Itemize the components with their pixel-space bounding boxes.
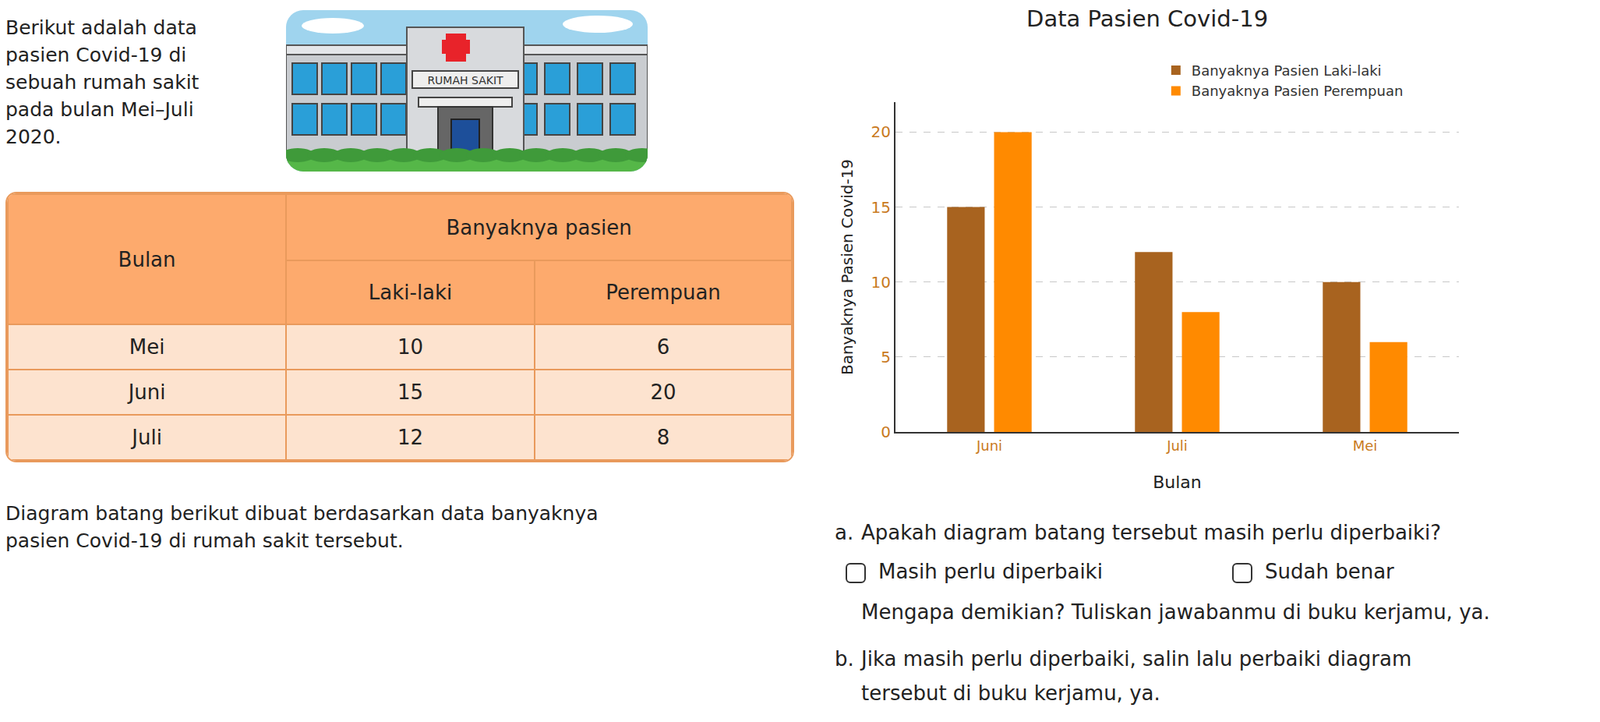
html-text:2020.: 2020. — [5, 125, 62, 149]
svg-text:15: 15 — [871, 197, 891, 217]
svg-text:0: 0 — [880, 422, 891, 442]
svg-text:Banyaknya Pasien Laki-laki: Banyaknya Pasien Laki-laki — [1191, 62, 1382, 79]
html-text:10: 10 — [397, 335, 424, 359]
html-text:tersebut di buku kerjamu, ya.: tersebut di buku kerjamu, ya. — [861, 681, 1161, 705]
html-text:Juli: Juli — [131, 425, 163, 449]
svg-text:Juni: Juni — [975, 437, 1003, 454]
svg-text:Bulan: Bulan — [1152, 472, 1202, 492]
svg-text:RUMAH SAKIT: RUMAH SAKIT — [427, 74, 504, 87]
html-text:b. Jika masih perlu diperbaiki: b. Jika masih perlu diperbaiki, salin la… — [834, 646, 1412, 671]
html-text:pasien Covid-19 di rumah sakit: pasien Covid-19 di rumah sakit tersebut. — [5, 529, 404, 552]
html-text:Diagram batang berikut dibuat: Diagram batang berikut dibuat berdasarka… — [5, 501, 599, 525]
html-text:Sudah benar: Sudah benar — [1264, 559, 1395, 583]
html-text:Laki-laki: Laki-laki — [368, 280, 453, 305]
svg-text:5: 5 — [880, 347, 891, 367]
svg-text:Juli: Juli — [1165, 437, 1188, 454]
html-text:sebuah rumah sakit: sebuah rumah sakit — [5, 70, 200, 94]
svg-text:Banyaknya Pasien Perempuan: Banyaknya Pasien Perempuan — [1191, 82, 1404, 99]
html-text:Masih perlu diperbaiki: Masih perlu diperbaiki — [878, 559, 1103, 583]
html-text:Banyaknya pasien: Banyaknya pasien — [446, 215, 632, 239]
html-text:Perempuan: Perempuan — [605, 280, 721, 305]
html-text:Mengapa demikian? Tuliskan jaw: Mengapa demikian? Tuliskan jawabanmu di … — [861, 600, 1490, 624]
html-text:12: 12 — [397, 425, 424, 449]
svg-text:20: 20 — [871, 122, 891, 142]
html-text:pada bulan Mei–Juli: pada bulan Mei–Juli — [5, 98, 194, 121]
svg-text:Data Pasien Covid-19: Data Pasien Covid-19 — [1026, 5, 1268, 32]
html-text:Berikut adalah data: Berikut adalah data — [5, 16, 198, 39]
html-text:Bulan: Bulan — [118, 247, 176, 271]
html-text:20: 20 — [650, 380, 677, 404]
html-text:Mei: Mei — [129, 335, 165, 359]
html-text:a. Apakah diagram batang terse: a. Apakah diagram batang tersebut masih … — [834, 520, 1442, 544]
html-text:8: 8 — [656, 425, 670, 449]
svg-text:Mei: Mei — [1352, 437, 1378, 454]
html-text:Juni: Juni — [128, 380, 166, 404]
svg-text:10: 10 — [871, 272, 891, 292]
html-text:6: 6 — [656, 335, 670, 359]
html-text:pasien Covid-19 di: pasien Covid-19 di — [5, 43, 187, 67]
html-text:15: 15 — [397, 380, 424, 404]
svg-text:Banyaknya Pasien Covid-19: Banyaknya Pasien Covid-19 — [837, 158, 857, 375]
